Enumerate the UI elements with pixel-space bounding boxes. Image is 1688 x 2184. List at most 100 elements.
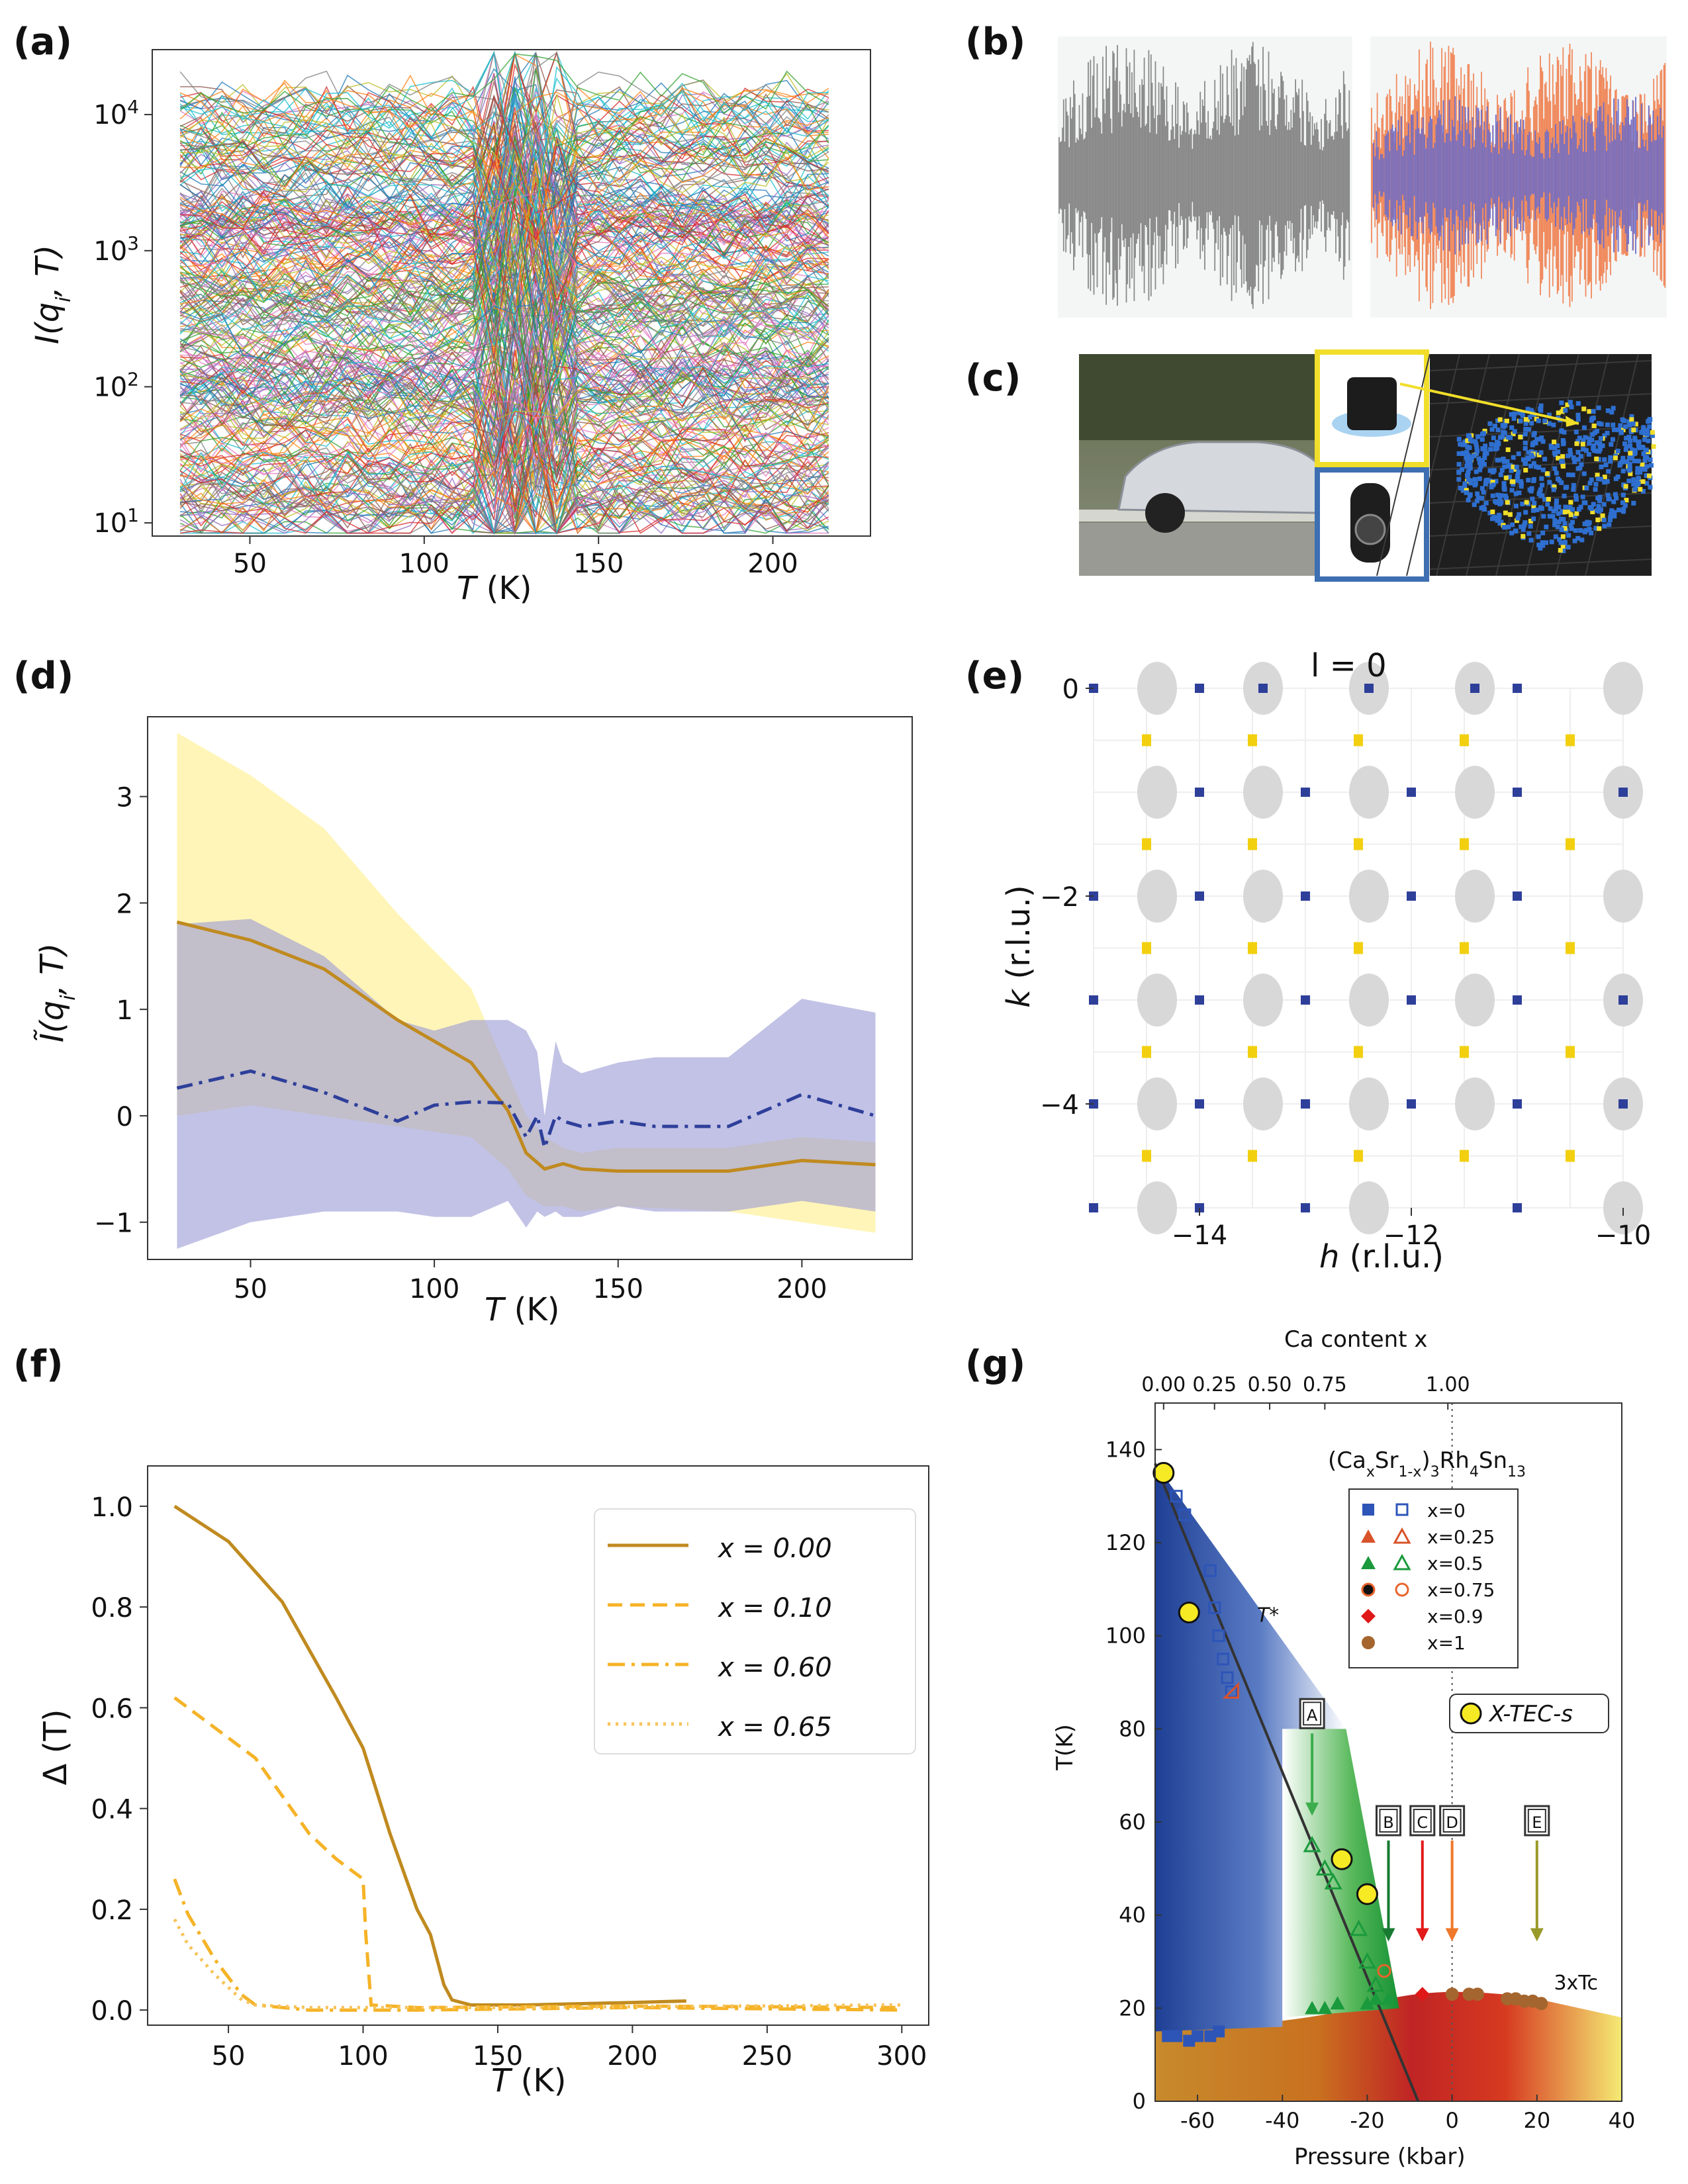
diffuse-spot xyxy=(1603,870,1643,923)
y-tick-label: 140 xyxy=(1105,1437,1146,1462)
marker-box-inner xyxy=(1442,1809,1462,1833)
point xyxy=(1490,493,1495,498)
legend-label: x = 0.65 xyxy=(717,1712,832,1743)
series-line xyxy=(179,281,829,477)
point xyxy=(1558,548,1563,553)
yellow-peak xyxy=(1248,838,1257,850)
legend-symbol xyxy=(1395,1503,1409,1516)
series-line xyxy=(179,370,829,422)
series-line xyxy=(179,298,829,442)
point xyxy=(1483,443,1488,449)
point xyxy=(1602,433,1607,438)
point xyxy=(1546,412,1552,418)
point xyxy=(1587,436,1592,441)
point xyxy=(1575,412,1581,418)
point xyxy=(1520,502,1525,506)
point xyxy=(1636,444,1641,449)
point xyxy=(1599,464,1604,469)
point xyxy=(1540,530,1546,535)
point xyxy=(1558,540,1564,545)
y-tick-label: 104 xyxy=(93,96,139,131)
point xyxy=(1621,509,1626,514)
x05-filled-point xyxy=(1305,2001,1320,2015)
blue-peak xyxy=(1407,995,1416,1005)
point xyxy=(1589,506,1594,511)
series-line xyxy=(179,349,829,520)
point xyxy=(1568,523,1573,528)
point xyxy=(1631,482,1636,487)
y-tick-label: 103 xyxy=(93,232,139,267)
panel-f-xlabel: T (K) xyxy=(491,2062,567,2099)
point xyxy=(1605,430,1610,435)
grid-line xyxy=(1429,360,1652,371)
panel-label-e: (e) xyxy=(965,655,1024,698)
yellow-peak xyxy=(1354,1046,1363,1058)
point xyxy=(1483,478,1489,484)
point xyxy=(1456,477,1462,482)
marker-arrowhead xyxy=(1445,1928,1459,1942)
y-tick-label: 0.2 xyxy=(91,1895,133,1926)
top-tick-label: 0.00 xyxy=(1141,1373,1186,1396)
x0-open-point xyxy=(1212,1629,1225,1643)
y-tick-label: 1 xyxy=(117,995,133,1026)
x05-filled-point xyxy=(1330,1996,1345,2010)
blue-peak xyxy=(1258,684,1268,693)
point xyxy=(1586,452,1591,457)
point xyxy=(1559,527,1564,532)
x-tick-label: −14 xyxy=(1172,1220,1227,1251)
y-tick-label: −2 xyxy=(1040,882,1079,913)
point xyxy=(1638,470,1643,475)
point xyxy=(1546,496,1551,502)
blue-peak xyxy=(1618,1099,1628,1109)
point xyxy=(1456,462,1462,467)
x05-open-point xyxy=(1324,1873,1342,1889)
point xyxy=(1536,542,1542,547)
point xyxy=(1503,493,1508,498)
point xyxy=(1493,478,1499,484)
point xyxy=(1606,496,1611,502)
point xyxy=(1624,444,1629,449)
y-tick-label: 102 xyxy=(93,368,139,403)
point xyxy=(1548,506,1553,512)
point xyxy=(1483,500,1489,506)
panel-label-d: (d) xyxy=(13,655,73,698)
point xyxy=(1529,449,1534,454)
xtec-legend-box xyxy=(1449,1694,1609,1733)
point xyxy=(1603,463,1609,467)
marker-box-inner xyxy=(1527,1809,1546,1833)
point xyxy=(1583,448,1589,453)
series-line xyxy=(180,383,829,473)
point xyxy=(1606,469,1611,474)
point xyxy=(1607,522,1612,527)
point xyxy=(1559,459,1564,464)
point xyxy=(1541,514,1546,519)
y-tick-label: 3 xyxy=(117,783,133,813)
series-line xyxy=(179,408,829,535)
point xyxy=(1642,455,1648,460)
point xyxy=(1624,498,1629,503)
y-tick-label: 60 xyxy=(1119,1809,1146,1835)
panel-g-frame xyxy=(1154,1402,1622,2102)
blue-peak xyxy=(1364,684,1374,693)
x05-open-point xyxy=(1358,1952,1376,1969)
point xyxy=(1631,500,1636,506)
point xyxy=(1569,526,1574,531)
legend-symbol xyxy=(1361,1556,1376,1569)
point xyxy=(1497,502,1503,507)
y-tick-label: 0.6 xyxy=(91,1694,133,1724)
point xyxy=(1627,461,1632,467)
point xyxy=(1629,414,1634,419)
series-line xyxy=(179,359,829,455)
series-line xyxy=(179,277,829,364)
point xyxy=(1644,464,1650,469)
blue-peak xyxy=(1618,788,1628,797)
series-line xyxy=(179,316,829,428)
point xyxy=(1602,457,1607,462)
point xyxy=(1597,446,1603,451)
point xyxy=(1511,432,1516,437)
point xyxy=(1521,457,1526,463)
point xyxy=(1468,463,1473,468)
series-line xyxy=(179,444,829,535)
point xyxy=(1501,485,1507,490)
marker-label: B xyxy=(1383,1813,1393,1832)
